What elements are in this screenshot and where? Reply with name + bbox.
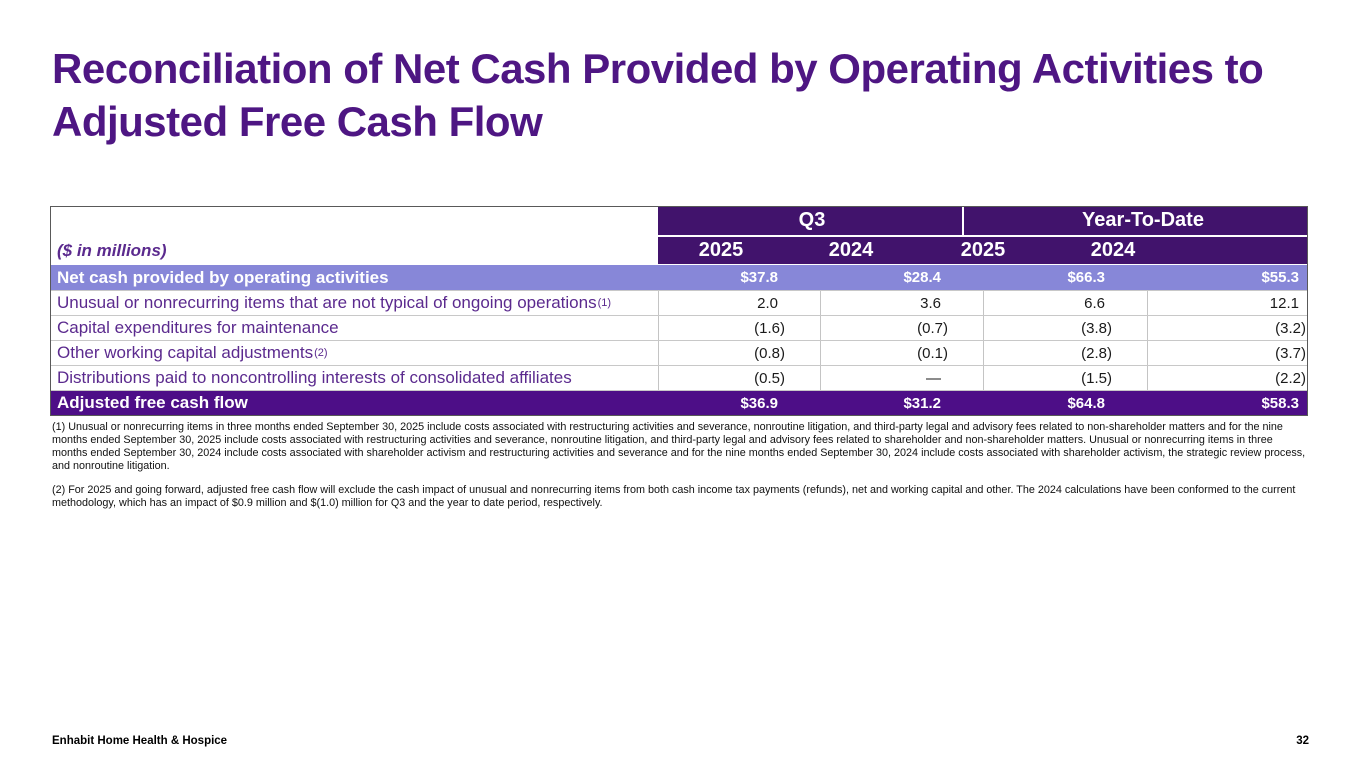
value-cell: (1.5) (983, 366, 1147, 390)
value-cell: $66.3 (1067, 269, 1105, 286)
value-cell: (0.1) (820, 341, 983, 365)
footnote-2: (2) For 2025 and going forward, adjusted… (52, 484, 1296, 509)
table-row: Distributions paid to noncontrolling int… (51, 365, 1307, 390)
value-cell: $55.3 (1261, 269, 1299, 286)
row-label: Other working capital adjustments (2) (57, 343, 328, 362)
value-cell: (3.2) (1147, 316, 1309, 340)
column-group-q3: Q3 (798, 209, 826, 232)
value-cell: $58.3 (1261, 394, 1299, 412)
column-group-header: Q3 Year-To-Date (658, 207, 1307, 235)
value-cell: $31.2 (903, 394, 941, 412)
page-title: Reconciliation of Net Cash Provided by O… (52, 45, 1264, 145)
value-cell: — (820, 366, 983, 390)
year-col-q3-2025: 2025 (698, 238, 744, 261)
value-cell: $37.8 (740, 269, 778, 286)
value-cell: $28.4 (903, 269, 941, 286)
row-label: Capital expenditures for maintenance (57, 318, 339, 337)
table-row: Adjusted free cash flow $36.9 $31.2 $64.8 $5… (51, 390, 1307, 415)
footer-page-number: 32 (1296, 735, 1309, 747)
row-label: Adjusted free cash flow (57, 393, 248, 412)
footer-company-name: Enhabit Home Health & Hospice (52, 735, 228, 747)
value-cell: (0.5) (658, 366, 820, 390)
table-body: Net cash provided by operating activitie… (51, 265, 1307, 415)
header-divider (962, 207, 964, 235)
footnote-1: (1) Unusual or nonrecurring items in thr… (52, 421, 1306, 472)
table-row: Net cash provided by operating activitie… (51, 265, 1307, 290)
row-label: Distributions paid to noncontrolling int… (57, 368, 572, 387)
row-label: Net cash provided by operating activitie… (57, 267, 389, 287)
year-col-ytd-2024: 2024 (1090, 238, 1136, 261)
year-col-ytd-2025: 2025 (960, 238, 1006, 261)
units-label: ($ in millions) (51, 207, 658, 265)
footnotes: (1) Unusual or nonrecurring items in thr… (52, 421, 1308, 521)
value-cell: $64.8 (1067, 394, 1105, 412)
table-header: ($ in millions) Q3 Year-To-Date 2025 202… (51, 207, 1307, 265)
value-cell: (2.2) (1147, 366, 1309, 390)
row-label: Unusual or nonrecurring items that are n… (57, 293, 612, 312)
table-row: Capital expenditures for maintenance (1.6… (51, 315, 1307, 340)
value-cell: (0.8) (658, 341, 820, 365)
value-cell: (3.7) (1147, 341, 1309, 365)
table-row: Other working capital adjustments (2) (0.8… (51, 340, 1307, 365)
column-group-ytd: Year-To-Date (1082, 209, 1204, 232)
table-row: Unusual or nonrecurring items that are n… (51, 290, 1307, 315)
value-cell: 6.6 (983, 291, 1147, 315)
value-cell: $36.9 (740, 394, 778, 412)
value-cell: (0.7) (820, 316, 983, 340)
header-gap (658, 235, 1307, 237)
year-header: 2025 2024 2025 2024 (658, 237, 1307, 265)
year-col-q3-2024: 2024 (828, 238, 874, 261)
value-cell: (1.6) (658, 316, 820, 340)
value-cell: 12.1 (1147, 291, 1309, 315)
value-cell: 2.0 (658, 291, 820, 315)
reconciliation-table: ($ in millions) Q3 Year-To-Date 2025 202… (50, 206, 1308, 416)
value-cell: (3.8) (983, 316, 1147, 340)
value-cell: 3.6 (820, 291, 983, 315)
value-cell: (2.8) (983, 341, 1147, 365)
